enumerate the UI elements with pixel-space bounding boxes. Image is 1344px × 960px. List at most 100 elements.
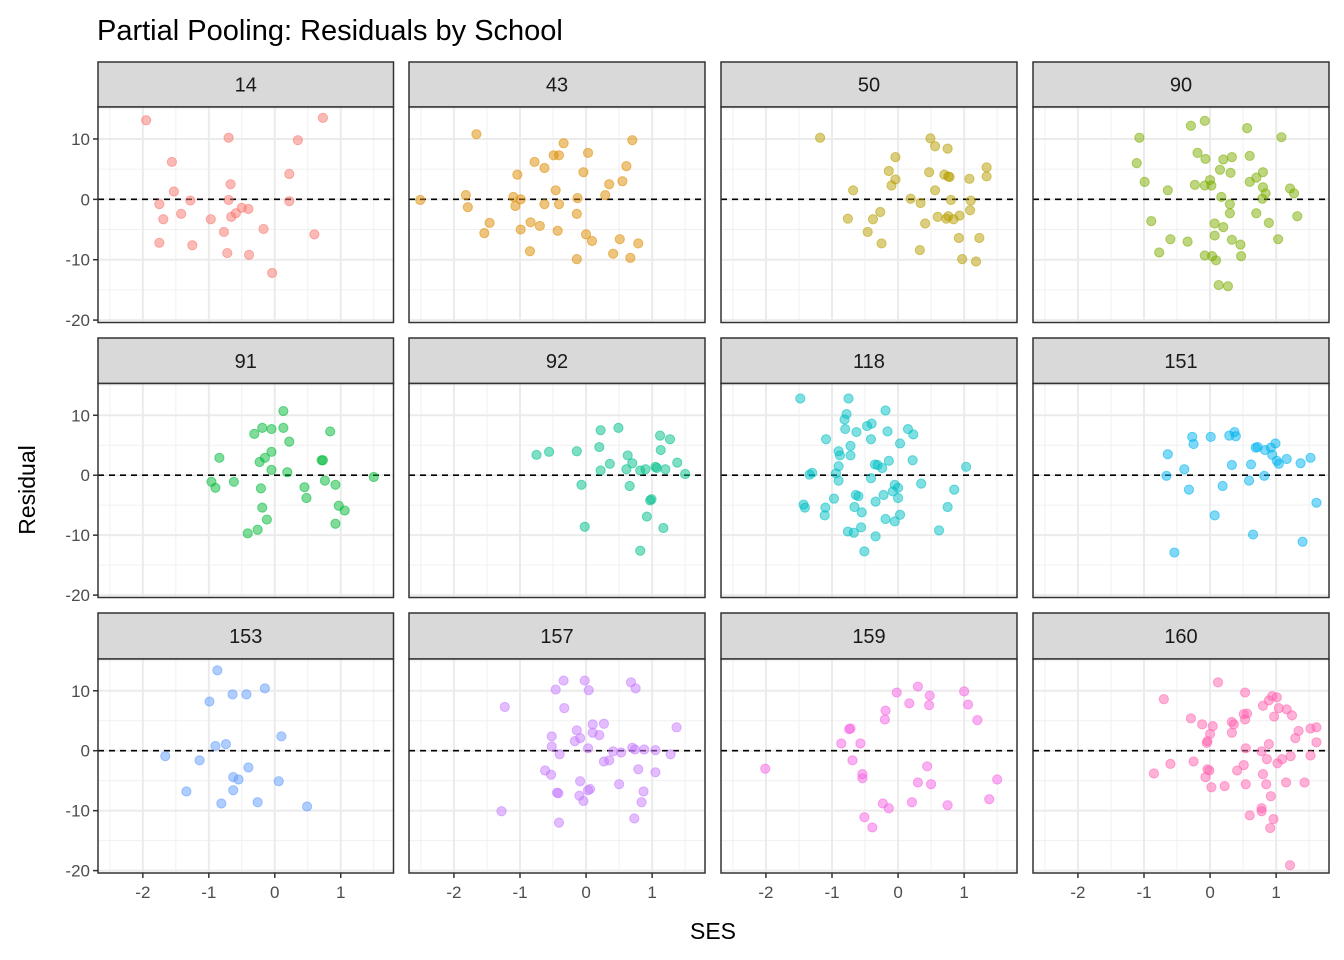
data-point — [1292, 211, 1303, 222]
data-point — [1276, 754, 1288, 765]
y-tick-label: -10 — [65, 251, 90, 270]
data-point — [974, 232, 985, 244]
data-point — [1183, 484, 1195, 495]
data-point — [415, 194, 426, 206]
data-point — [479, 228, 490, 239]
data-point — [912, 777, 923, 788]
data-point — [534, 220, 545, 232]
facet-strip — [720, 61, 1018, 108]
data-point — [964, 173, 975, 184]
panel-border — [408, 382, 706, 599]
data-point — [992, 774, 1003, 785]
data-point — [309, 229, 320, 240]
facet-strip-label: 151 — [1164, 351, 1197, 373]
data-point — [339, 505, 350, 516]
data-point — [1222, 281, 1234, 292]
data-point — [1280, 777, 1292, 788]
data-point — [672, 457, 683, 468]
data-point — [558, 675, 569, 686]
data-point — [828, 493, 840, 504]
panel-border — [408, 106, 706, 324]
x-tick-label: 1 — [1271, 883, 1280, 902]
data-point — [865, 473, 877, 484]
facet-strip-label: 157 — [540, 626, 573, 648]
data-point — [584, 783, 596, 795]
data-point — [266, 446, 277, 457]
data-point — [1212, 677, 1224, 688]
facet-strip-label: 153 — [229, 626, 262, 648]
data-point — [845, 450, 856, 461]
data-point — [598, 718, 610, 729]
data-point — [629, 813, 640, 824]
data-point — [922, 761, 933, 772]
data-point — [847, 755, 858, 766]
data-point — [613, 422, 624, 433]
data-point — [680, 468, 691, 480]
data-point — [499, 701, 510, 713]
data-point — [158, 214, 169, 225]
data-point — [660, 464, 671, 475]
data-point — [964, 205, 976, 216]
data-point — [630, 683, 641, 694]
data-point — [855, 522, 867, 533]
data-point — [880, 705, 891, 716]
data-point — [141, 115, 152, 126]
data-point — [1188, 756, 1199, 767]
y-tick-label: 10 — [71, 682, 90, 701]
data-point — [160, 751, 171, 762]
x-tick-label: 0 — [581, 883, 590, 902]
data-point — [1243, 475, 1255, 486]
data-point — [834, 450, 846, 461]
data-point — [553, 788, 564, 799]
facet-panel: 91 10 0 -10 -20 — [65, 337, 395, 605]
data-point — [855, 738, 866, 749]
data-point — [273, 776, 284, 787]
data-point — [595, 465, 606, 476]
data-point — [942, 800, 953, 811]
data-point — [916, 478, 927, 489]
data-point — [582, 743, 594, 754]
data-point — [278, 405, 289, 417]
data-point — [859, 812, 870, 823]
data-point — [1165, 758, 1176, 770]
data-point — [243, 203, 254, 215]
data-point — [880, 513, 891, 525]
facet-panel: 157 -2 -1 0 1 — [408, 612, 706, 902]
data-point — [819, 510, 830, 521]
data-point — [1217, 480, 1228, 492]
data-point — [228, 476, 239, 487]
facet-strip-label: 91 — [235, 351, 257, 373]
data-point — [880, 405, 891, 416]
data-point — [650, 767, 661, 778]
data-point — [553, 199, 565, 210]
data-point — [604, 755, 615, 766]
data-point — [953, 232, 964, 244]
data-point — [546, 731, 557, 742]
data-point — [1257, 768, 1269, 780]
data-point — [1286, 710, 1298, 721]
data-point — [484, 217, 495, 228]
data-point — [210, 740, 221, 752]
data-point — [1188, 438, 1199, 450]
data-point — [932, 211, 943, 222]
data-point — [1185, 713, 1197, 724]
data-point — [218, 226, 230, 238]
panel-border — [97, 106, 395, 324]
facet-panel: 118 — [720, 337, 1018, 599]
data-point — [604, 179, 615, 190]
data-point — [866, 418, 877, 429]
data-point — [1240, 743, 1251, 754]
data-point — [622, 450, 633, 461]
x-tick-label: -2 — [135, 883, 150, 902]
data-point — [836, 738, 847, 749]
data-point — [227, 689, 238, 700]
data-point — [1209, 218, 1220, 229]
data-point — [583, 685, 594, 696]
data-point — [883, 165, 894, 177]
data-point — [1232, 765, 1243, 776]
data-point — [276, 731, 287, 742]
facet-strip-label: 159 — [852, 626, 885, 648]
data-point — [553, 150, 565, 161]
data-point — [650, 745, 661, 756]
